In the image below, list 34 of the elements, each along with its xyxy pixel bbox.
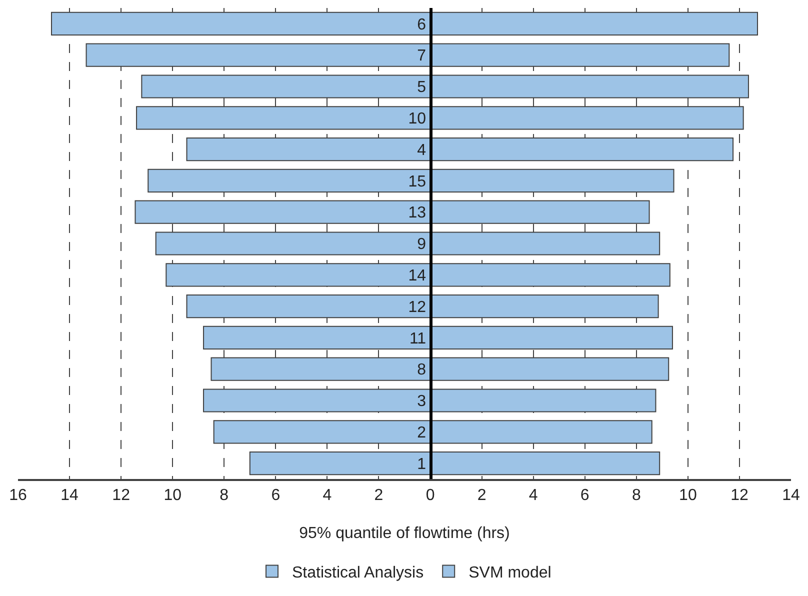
y-tick-label: 6 (417, 16, 426, 34)
legend-label: SVM model (468, 564, 552, 582)
y-tick-label: 11 (409, 330, 426, 348)
x-tick-label: 12 (730, 487, 748, 504)
x-tick-label: 10 (164, 487, 182, 504)
x-tick-label: 10 (679, 487, 697, 504)
x-tick-label: 2 (374, 487, 384, 504)
x-tick-label: 12 (112, 487, 130, 504)
y-tick-label: 14 (408, 268, 426, 284)
x-tick-label: 2 (477, 487, 486, 504)
x-tick-label: 8 (220, 487, 229, 504)
y-tick-label: 9 (417, 236, 426, 254)
x-tick-label: 6 (580, 487, 590, 504)
y-tick-label: 5 (417, 79, 426, 96)
y-tick-label: 10 (408, 110, 426, 128)
x-tick-label: 14 (782, 487, 800, 504)
y-tick-label: 7 (417, 48, 426, 65)
x-tick-label: 0 (426, 487, 435, 504)
x-tick-label: 4 (528, 487, 538, 504)
y-tick-label: 15 (408, 173, 426, 190)
y-tick-label: 13 (408, 204, 426, 222)
y-tick-label: 12 (408, 298, 426, 316)
y-tick-label: 1 (417, 456, 426, 473)
y-tick-label: 4 (417, 142, 426, 159)
x-tick-label: 6 (271, 487, 280, 504)
y-tick-label: 2 (417, 424, 426, 442)
x-tick-label: 4 (322, 487, 332, 504)
x-axis-title: 95% quantile of flowtime (hrs) (299, 525, 510, 542)
legend-label: Statistical Analysis (292, 564, 424, 582)
x-tick-label: 16 (9, 487, 27, 504)
y-tick-label: 8 (417, 362, 426, 379)
y-tick-label: 3 (417, 393, 426, 410)
x-tick-label: 14 (60, 487, 79, 504)
x-tick-label: 8 (632, 487, 641, 504)
